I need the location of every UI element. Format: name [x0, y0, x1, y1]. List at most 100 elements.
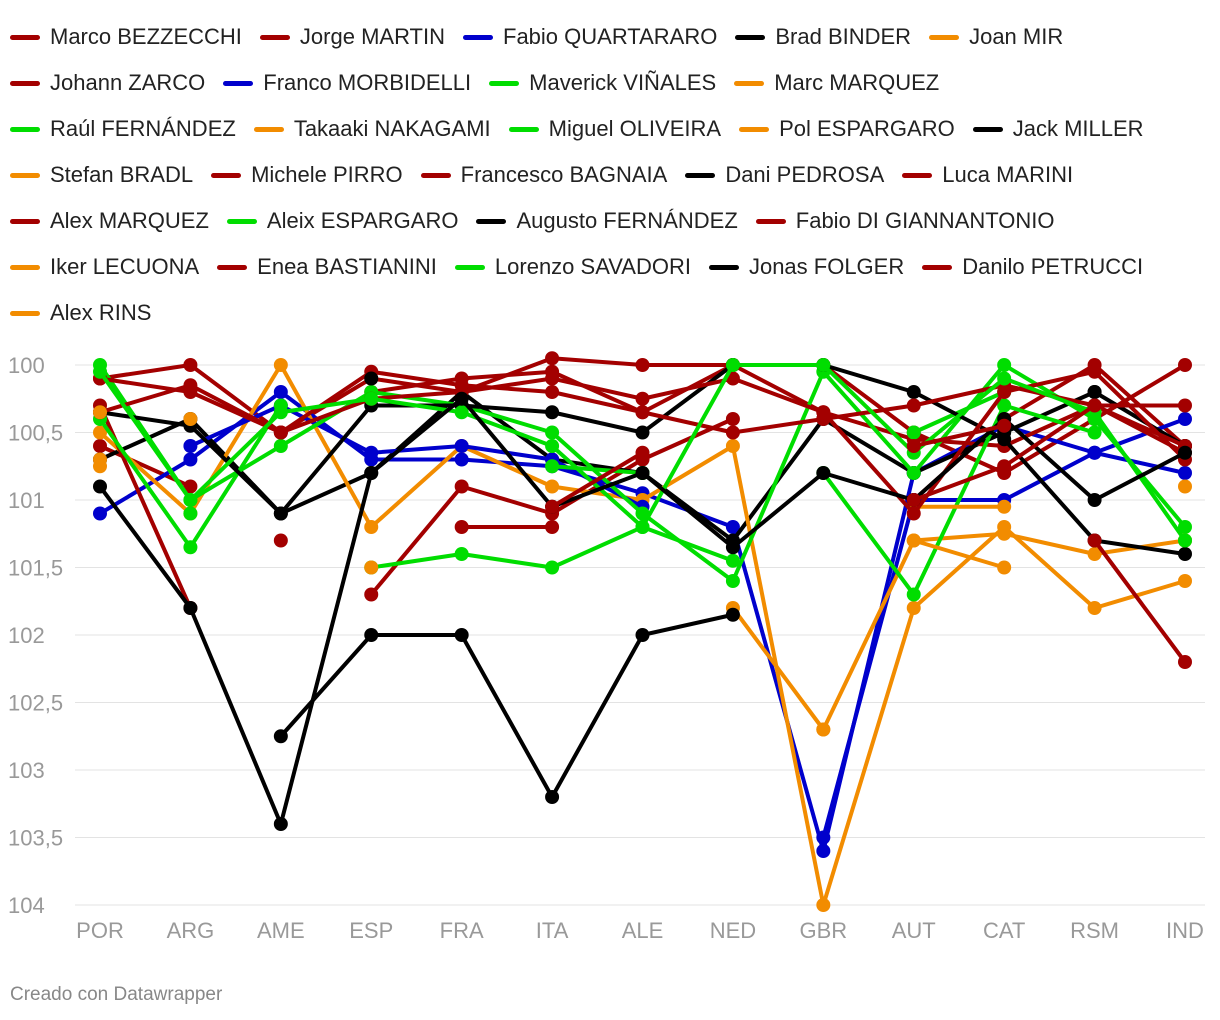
series-line — [550, 450, 645, 509]
legend-item: Francesco BAGNAIA — [420, 162, 667, 188]
datawrapper-credit: Creado con Datawrapper — [10, 984, 223, 1005]
data-point — [273, 506, 288, 521]
legend-row: Raúl FERNÁNDEZ Takaaki NAKAGAMI Miguel OLI… — [10, 106, 1210, 152]
data-point — [997, 459, 1012, 474]
legend-row: Alex RINS — [10, 290, 1210, 336]
series-line — [911, 538, 1007, 570]
data-point — [906, 398, 921, 413]
x-tick-label: ITA — [536, 918, 569, 943]
y-tick-label: 102 — [8, 623, 45, 648]
data-point — [997, 358, 1012, 372]
data-point — [1087, 364, 1102, 379]
series — [183, 412, 1192, 494]
legend-label: Alex MARQUEZ — [50, 208, 209, 233]
data-point — [1087, 445, 1102, 460]
data-point — [816, 358, 831, 372]
data-point — [906, 385, 921, 399]
legend-swatch — [259, 34, 290, 40]
series — [364, 371, 1102, 399]
data-point — [906, 587, 921, 602]
legend-item: Marco BEZZECCHI — [10, 24, 242, 50]
data-point — [906, 425, 921, 440]
legend-swatch — [217, 264, 248, 270]
y-tick-label: 100,5 — [8, 421, 63, 446]
legend-swatch — [755, 218, 786, 224]
data-point — [273, 533, 288, 548]
legend-label: Fabio DI GIANNANTONIO — [795, 208, 1055, 233]
legend-label: Pol ESPARGARO — [779, 116, 955, 141]
legend-label: Maverick VIÑALES — [529, 70, 717, 95]
legend-item: Fabio DI GIANNANTONIO — [755, 208, 1055, 234]
data-point — [1178, 398, 1192, 413]
data-point — [273, 385, 288, 399]
data-point — [364, 520, 379, 534]
data-point — [364, 587, 379, 602]
data-point — [454, 479, 469, 494]
data-point — [997, 418, 1012, 433]
legend-item: Brad BINDER — [735, 24, 911, 50]
series-line — [911, 423, 1007, 448]
series-line — [369, 363, 1187, 455]
legend-swatch — [10, 218, 40, 224]
legend-item: Danilo PETRUCCI — [922, 254, 1143, 280]
legend-item: Alex MARQUEZ — [10, 208, 209, 234]
legend-label: Augusto FERNÁNDEZ — [516, 208, 738, 233]
x-tick-label: FRA — [440, 918, 484, 943]
data-point — [1178, 358, 1192, 372]
legend-item: Raúl FERNÁNDEZ — [10, 116, 236, 142]
data-point — [183, 452, 198, 467]
legend-label: Stefan BRADL — [50, 162, 194, 187]
legend-item: Joan MIR — [929, 24, 1063, 50]
data-point — [1178, 479, 1192, 494]
data-point — [273, 729, 288, 744]
data-point — [183, 601, 198, 615]
data-point — [93, 405, 107, 420]
data-point — [635, 358, 650, 372]
x-tick-label: IND — [1166, 918, 1204, 943]
data-point — [725, 540, 740, 555]
data-point — [635, 466, 650, 480]
x-tick-label: POR — [76, 918, 124, 943]
data-point — [906, 506, 921, 521]
data-point — [364, 391, 379, 406]
data-point — [725, 412, 740, 426]
series-line — [278, 612, 735, 799]
data-point — [93, 364, 107, 379]
data-point — [183, 439, 198, 453]
series-line — [550, 464, 645, 475]
series — [273, 607, 740, 804]
data-point — [906, 601, 921, 615]
legend-swatch — [226, 218, 257, 224]
y-tick-label: 100 — [8, 353, 45, 378]
data-point — [183, 540, 198, 555]
x-tick-label: ARG — [167, 918, 215, 943]
data-point — [635, 405, 650, 420]
data-point — [183, 358, 198, 372]
data-point — [93, 459, 107, 474]
data-point — [545, 499, 560, 514]
data-point — [997, 499, 1012, 514]
legend-item: Takaaki NAKAGAMI — [253, 116, 491, 142]
legend-item: Enea BASTIANINI — [217, 254, 437, 280]
legend-swatch — [10, 310, 40, 316]
legend-swatch — [223, 80, 254, 86]
data-point — [906, 439, 921, 453]
data-point — [1087, 547, 1102, 561]
line-chart: 100 100,5 101 101,5 102 102,5 103 103,5 104 POR AR… — [8, 351, 1205, 943]
data-point — [997, 560, 1012, 575]
data-point — [1087, 385, 1102, 399]
data-point — [545, 351, 560, 366]
data-point — [1087, 398, 1102, 413]
data-point — [93, 439, 107, 453]
data-point — [93, 479, 107, 494]
legend-item: Lorenzo SAVADORI — [454, 254, 691, 280]
data-point — [997, 371, 1012, 386]
legend-item: Jorge MARTIN — [259, 24, 445, 50]
data-point — [816, 830, 831, 845]
legend-swatch — [972, 126, 1003, 132]
legend-label: Danilo PETRUCCI — [962, 254, 1144, 279]
legend-label: Luca MARINI — [942, 162, 1074, 187]
data-point — [816, 844, 831, 858]
data-point — [1178, 574, 1192, 588]
x-tick-label: ESP — [349, 918, 393, 943]
